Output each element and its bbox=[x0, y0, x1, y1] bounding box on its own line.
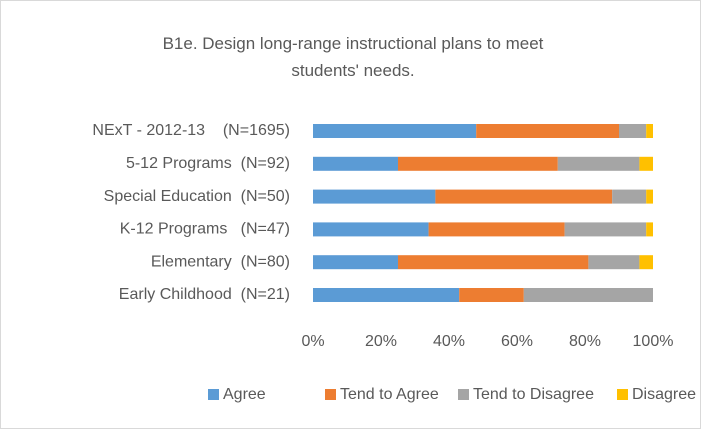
bar-segment bbox=[313, 255, 398, 270]
bar-segment bbox=[313, 156, 398, 171]
bar-segment bbox=[564, 222, 647, 237]
bar-segment bbox=[313, 124, 477, 138]
bar-segment bbox=[588, 255, 640, 270]
legend-swatch bbox=[208, 389, 219, 400]
bar-segment bbox=[646, 189, 653, 204]
bar-segment bbox=[428, 222, 565, 237]
y-tick-label: NExT - 2012-13 (N=1695) bbox=[92, 122, 290, 139]
bar-segment bbox=[398, 156, 558, 171]
x-tick-label: 100% bbox=[633, 333, 674, 350]
legend-label: Disagree bbox=[632, 386, 696, 403]
bar-segment bbox=[612, 189, 647, 204]
y-tick-label: 5-12 Programs (N=92) bbox=[126, 155, 290, 172]
bar-segment bbox=[639, 255, 653, 270]
chart-title: B1e. Design long-range instructional pla… bbox=[162, 34, 544, 80]
x-tick-label: 60% bbox=[501, 333, 533, 350]
bar-segment bbox=[646, 222, 653, 237]
bar-segment bbox=[646, 124, 653, 138]
bar-segment bbox=[639, 156, 653, 171]
bar-segment bbox=[398, 255, 589, 270]
bar-segment bbox=[313, 222, 429, 237]
legend-swatch bbox=[325, 389, 336, 400]
legend-label: Tend to Agree bbox=[340, 386, 439, 403]
y-tick-label: Early Childhood (N=21) bbox=[119, 286, 290, 303]
bar-segment bbox=[313, 288, 460, 302]
y-tick-label: Special Education (N=50) bbox=[104, 188, 290, 205]
bar-segment bbox=[435, 189, 613, 204]
y-tick-label: K-12 Programs (N=47) bbox=[120, 221, 290, 238]
bar-segment bbox=[523, 288, 653, 302]
y-tick-label: Elementary (N=80) bbox=[151, 253, 290, 270]
x-tick-label: 80% bbox=[569, 333, 601, 350]
legend-label: Agree bbox=[223, 386, 266, 403]
x-tick-label: 0% bbox=[301, 333, 324, 350]
bar-segment bbox=[557, 156, 640, 171]
bar-segment bbox=[476, 124, 619, 138]
x-tick-label: 40% bbox=[433, 333, 465, 350]
bar-segment bbox=[459, 288, 524, 302]
bar-segment bbox=[619, 124, 647, 138]
legend-swatch bbox=[458, 389, 469, 400]
bar-segment bbox=[313, 189, 436, 204]
legend-swatch bbox=[617, 389, 628, 400]
x-tick-label: 20% bbox=[365, 333, 397, 350]
legend-label: Tend to Disagree bbox=[473, 386, 594, 403]
